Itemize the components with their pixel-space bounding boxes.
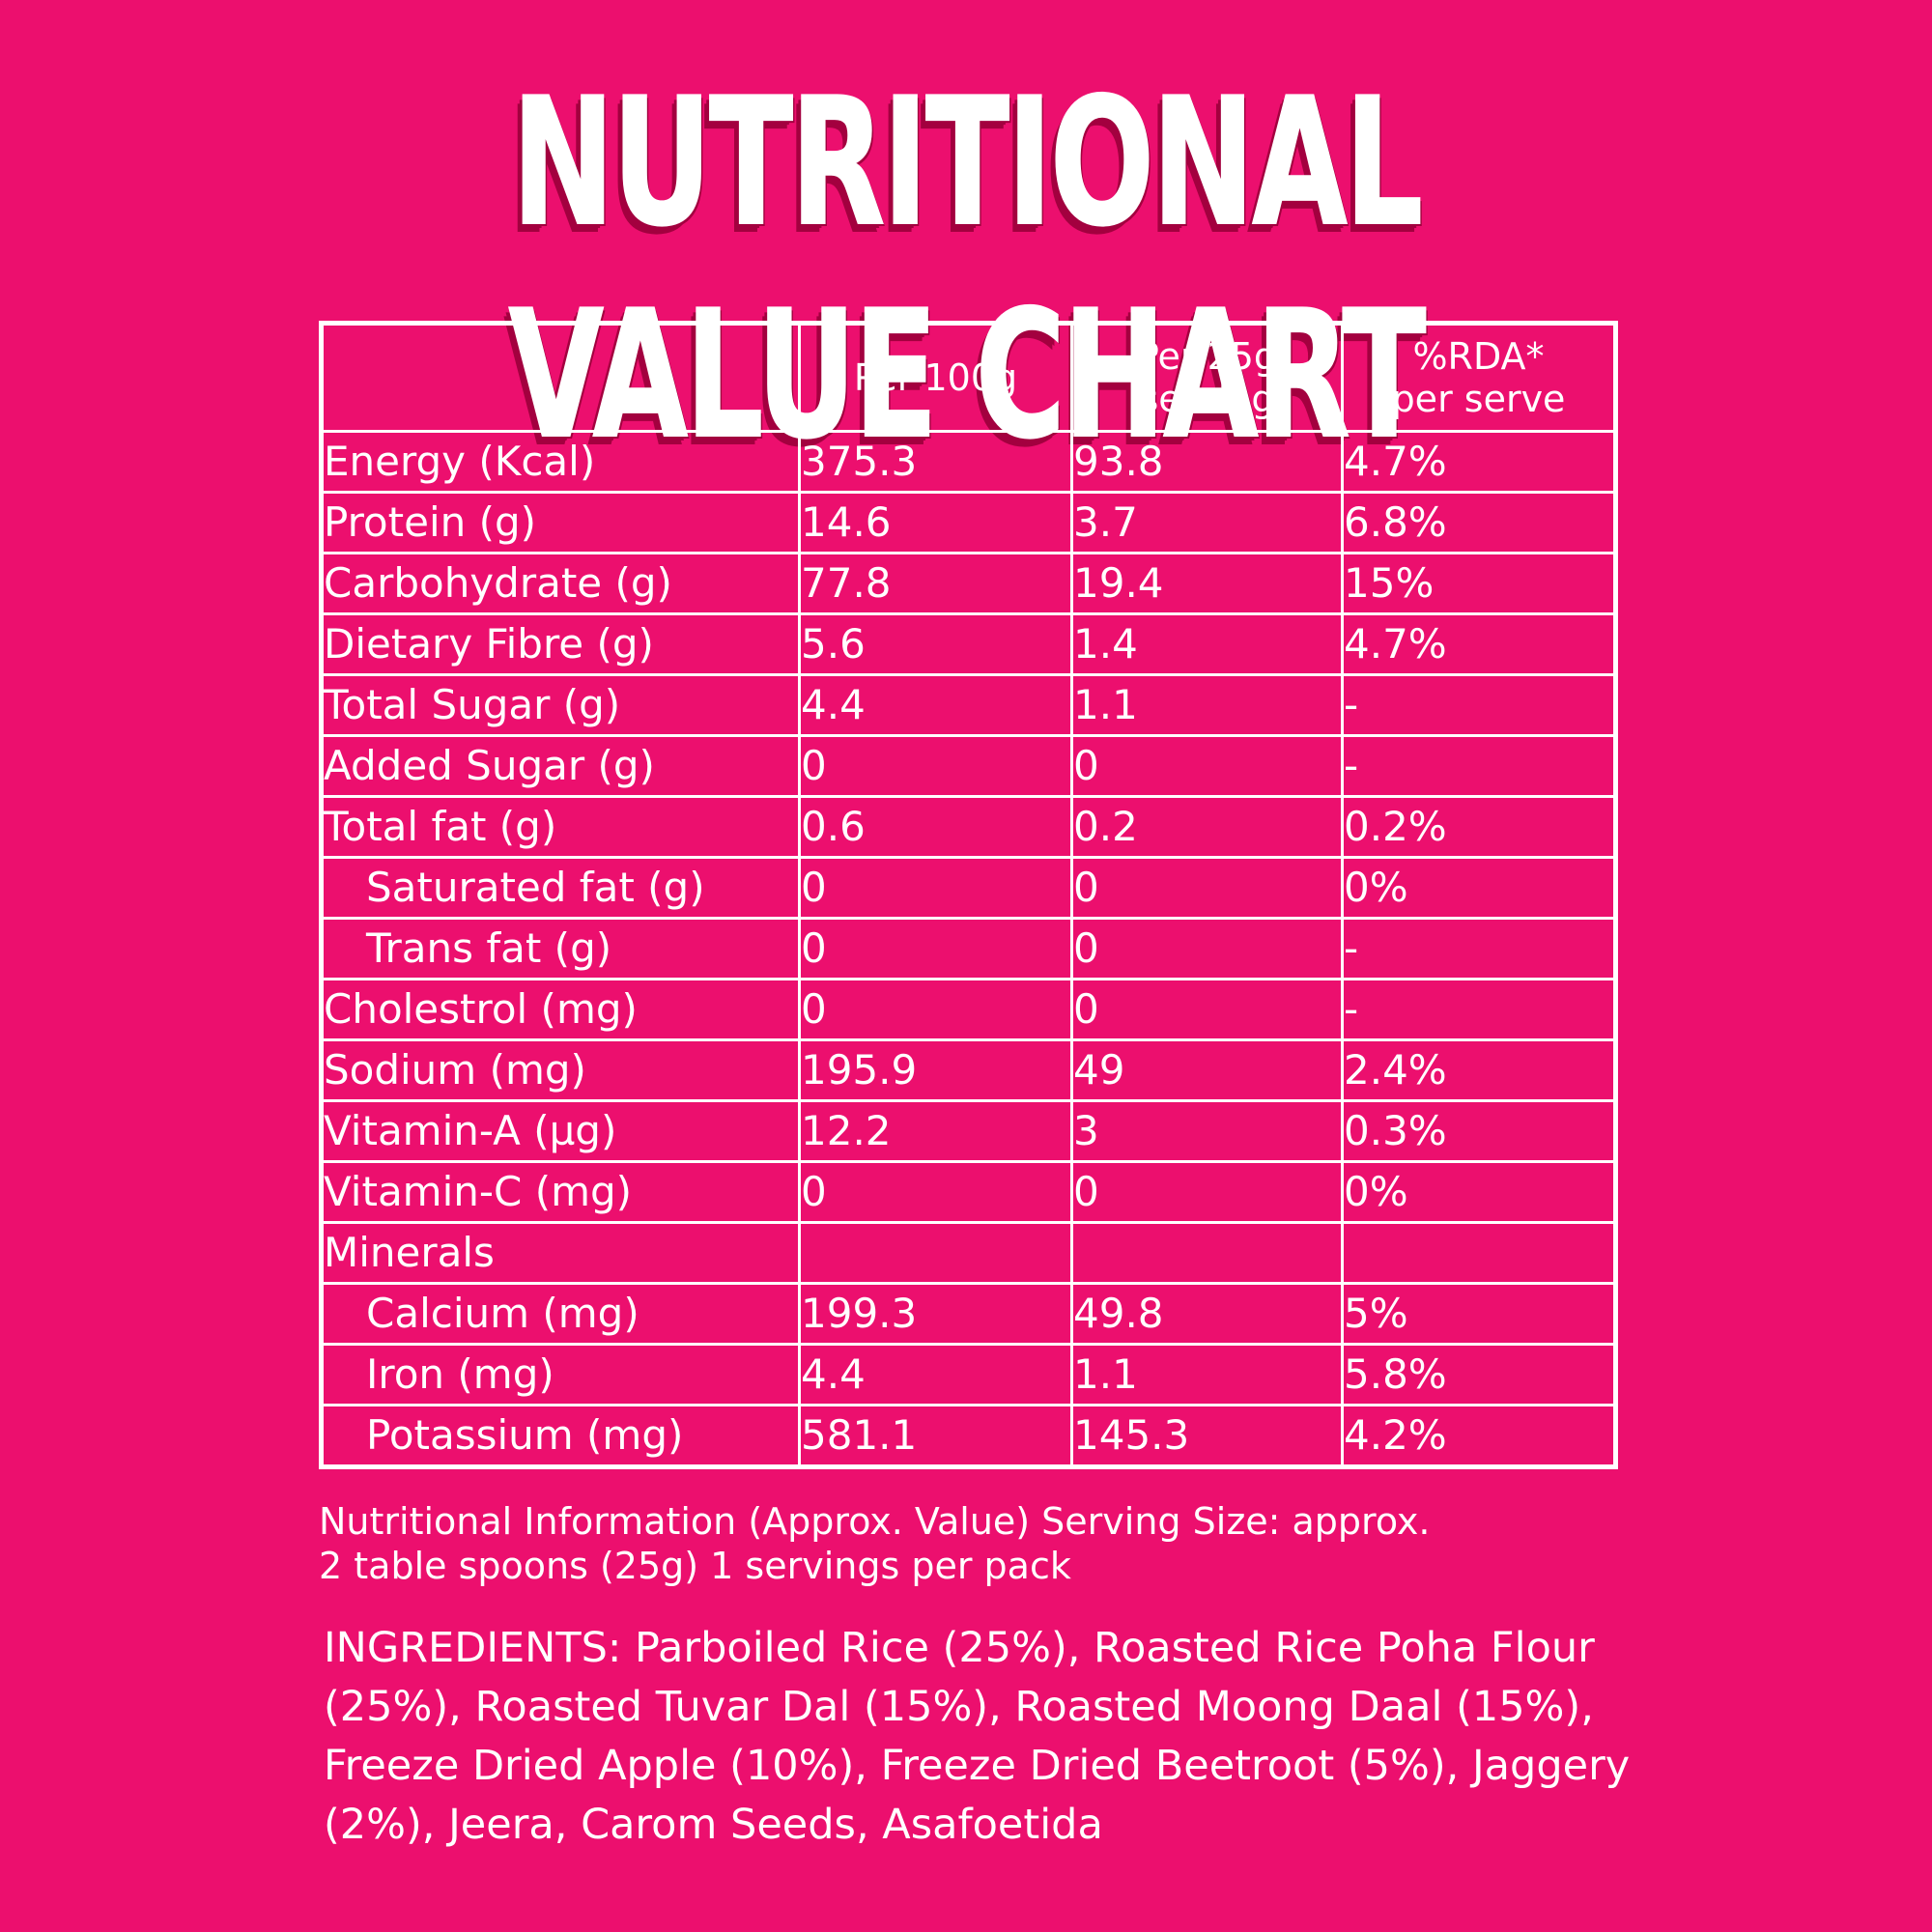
value-per-25g: 19.4 bbox=[1070, 552, 1344, 615]
nutrient-label: Sodium (mg) bbox=[320, 1038, 801, 1102]
table-row: Carbohydrate (g) 77.8 19.4 15% bbox=[320, 552, 1617, 615]
value-per-25g bbox=[1070, 1221, 1344, 1285]
value-per-100g: 0 bbox=[798, 734, 1073, 798]
nutrient-label: Energy (Kcal) bbox=[320, 430, 801, 494]
value-per-25g: 3.7 bbox=[1070, 491, 1344, 554]
value-per-100g: 4.4 bbox=[798, 673, 1073, 737]
value-per-25g: 0 bbox=[1070, 917, 1344, 980]
table-row: Energy (Kcal) 375.3 93.8 4.7% bbox=[320, 430, 1617, 494]
header-per-25g-serving-text: Per 25g serving bbox=[1136, 335, 1278, 420]
value-rda: 4.7% bbox=[1341, 612, 1617, 676]
value-rda: 4.7% bbox=[1341, 430, 1617, 494]
nutrient-label: Cholestrol (mg) bbox=[320, 978, 801, 1041]
nutrient-label: Vitamin-A (µg) bbox=[320, 1099, 801, 1163]
value-rda: 4.2% bbox=[1341, 1404, 1617, 1468]
value-per-25g: 145.3 bbox=[1070, 1404, 1344, 1468]
value-rda: - bbox=[1341, 673, 1617, 737]
value-per-25g: 49.8 bbox=[1070, 1282, 1344, 1346]
value-rda: 5% bbox=[1341, 1282, 1617, 1346]
table-row: Sodium (mg) 195.9 49 2.4% bbox=[320, 1038, 1617, 1102]
value-per-100g bbox=[798, 1221, 1073, 1285]
table-row: Saturated fat (g) 0 0 0% bbox=[320, 856, 1617, 920]
nutrient-label: Minerals bbox=[320, 1221, 801, 1285]
value-per-100g: 0 bbox=[798, 1160, 1073, 1224]
value-rda: 6.8% bbox=[1341, 491, 1617, 554]
value-rda: - bbox=[1341, 734, 1617, 798]
value-rda bbox=[1341, 1221, 1617, 1285]
value-rda: 0% bbox=[1341, 1160, 1617, 1224]
value-per-100g: 195.9 bbox=[798, 1038, 1073, 1102]
value-per-100g: 0 bbox=[798, 856, 1073, 920]
table-row: Trans fat (g) 0 0- bbox=[320, 917, 1617, 980]
footnote-line-2: 2 table spoons (25g) 1 servings per pack bbox=[319, 1545, 1071, 1587]
value-per-100g: 581.1 bbox=[798, 1404, 1073, 1468]
table-row: Calcium (mg) 199.3 49.8 5% bbox=[320, 1282, 1617, 1346]
table-row: Cholestrol (mg) 0 0- bbox=[320, 978, 1617, 1041]
header-rda-per-serve-text: %RDA* per serve bbox=[1391, 335, 1566, 420]
nutrition-table-container: Per 100g Per 25g serving %RDA* per serve… bbox=[319, 321, 1618, 1469]
serving-footnote: Nutritional Information (Approx. Value) … bbox=[319, 1499, 1671, 1588]
value-per-100g: 4.4 bbox=[798, 1343, 1073, 1406]
nutrition-table: Per 100g Per 25g serving %RDA* per serve… bbox=[319, 321, 1618, 1469]
nutrient-label: Calcium (mg) bbox=[320, 1282, 801, 1346]
table-header-row: Per 100g Per 25g serving %RDA* per serve bbox=[320, 322, 1617, 433]
header-per-100g: Per 100g bbox=[798, 322, 1073, 433]
value-per-25g: 93.8 bbox=[1070, 430, 1344, 494]
table-row: Potassium (mg) 581.1 145.3 4.2% bbox=[320, 1404, 1617, 1468]
nutrient-label: Carbohydrate (g) bbox=[320, 552, 801, 615]
nutrient-label: Total Sugar (g) bbox=[320, 673, 801, 737]
nutrient-label: Total fat (g) bbox=[320, 795, 801, 859]
nutrient-label: Vitamin-C (mg) bbox=[320, 1160, 801, 1224]
value-per-100g: 5.6 bbox=[798, 612, 1073, 676]
header-empty bbox=[320, 322, 801, 433]
value-per-100g: 375.3 bbox=[798, 430, 1073, 494]
value-rda: 15% bbox=[1341, 552, 1617, 615]
value-per-100g: 0 bbox=[798, 917, 1073, 980]
table-row: Iron (mg) 4.4 1.1 5.8% bbox=[320, 1343, 1617, 1406]
value-per-25g: 1.1 bbox=[1070, 673, 1344, 737]
table-row: Protein (g) 14.6 3.7 6.8% bbox=[320, 491, 1617, 554]
nutrient-label: Protein (g) bbox=[320, 491, 801, 554]
nutrient-label: Saturated fat (g) bbox=[320, 856, 801, 920]
table-row: Added Sugar (g) 0 0- bbox=[320, 734, 1617, 798]
value-rda: - bbox=[1341, 917, 1617, 980]
value-per-100g: 0.6 bbox=[798, 795, 1073, 859]
nutrient-label: Potassium (mg) bbox=[320, 1404, 801, 1468]
value-per-100g: 14.6 bbox=[798, 491, 1073, 554]
nutrient-label: Trans fat (g) bbox=[320, 917, 801, 980]
value-per-25g: 0 bbox=[1070, 734, 1344, 798]
table-row: Dietary Fibre (g) 5.6 1.4 4.7% bbox=[320, 612, 1617, 676]
value-per-25g: 3 bbox=[1070, 1099, 1344, 1163]
ingredients-text: INGREDIENTS: Parboiled Rice (25%), Roast… bbox=[324, 1624, 1631, 1849]
table-row: Total fat (g) 0.6 0.2 0.2% bbox=[320, 795, 1617, 859]
value-per-25g: 0 bbox=[1070, 978, 1344, 1041]
value-rda: 0.2% bbox=[1341, 795, 1617, 859]
value-rda: - bbox=[1341, 978, 1617, 1041]
value-per-25g: 0 bbox=[1070, 856, 1344, 920]
value-rda: 0% bbox=[1341, 856, 1617, 920]
value-rda: 0.3% bbox=[1341, 1099, 1617, 1163]
footnote-line-1: Nutritional Information (Approx. Value) … bbox=[319, 1500, 1431, 1543]
header-per-25g-serving: Per 25g serving bbox=[1070, 322, 1344, 433]
value-per-25g: 49 bbox=[1070, 1038, 1344, 1102]
nutrient-label: Added Sugar (g) bbox=[320, 734, 801, 798]
value-per-25g: 1.1 bbox=[1070, 1343, 1344, 1406]
value-per-25g: 0 bbox=[1070, 1160, 1344, 1224]
value-per-25g: 0.2 bbox=[1070, 795, 1344, 859]
value-rda: 2.4% bbox=[1341, 1038, 1617, 1102]
value-per-25g: 1.4 bbox=[1070, 612, 1344, 676]
value-per-100g: 12.2 bbox=[798, 1099, 1073, 1163]
table-row: Vitamin-C (mg) 0 0 0% bbox=[320, 1160, 1617, 1224]
table-row: Minerals bbox=[320, 1221, 1617, 1285]
header-rda-per-serve: %RDA* per serve bbox=[1341, 322, 1617, 433]
table-body: Energy (Kcal) 375.3 93.8 4.7% Protein (g) 14.… bbox=[320, 430, 1617, 1468]
value-per-100g: 199.3 bbox=[798, 1282, 1073, 1346]
nutrient-label: Iron (mg) bbox=[320, 1343, 801, 1406]
value-per-100g: 0 bbox=[798, 978, 1073, 1041]
table-row: Vitamin-A (µg) 12.2 3 0.3% bbox=[320, 1099, 1617, 1163]
value-rda: 5.8% bbox=[1341, 1343, 1617, 1406]
nutrient-label: Dietary Fibre (g) bbox=[320, 612, 801, 676]
table-row: Total Sugar (g) 4.4 1.1- bbox=[320, 673, 1617, 737]
value-per-100g: 77.8 bbox=[798, 552, 1073, 615]
